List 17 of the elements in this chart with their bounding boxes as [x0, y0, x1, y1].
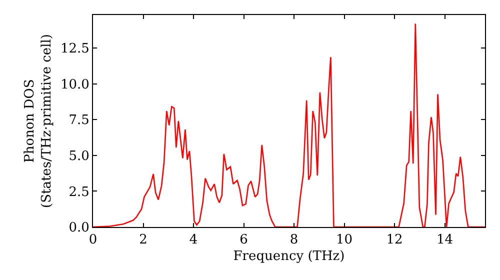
x-tick-label: 12 — [386, 232, 403, 248]
x-tick-label: 6 — [240, 232, 248, 248]
y-tick-label: 10.0 — [60, 77, 90, 92]
x-tick-label: 14 — [436, 232, 454, 248]
line-series — [93, 22, 485, 227]
y-tick-label: 0.0 — [68, 220, 90, 236]
x-tick-label: 8 — [290, 232, 298, 248]
x-tick-label: 10 — [336, 232, 353, 248]
y-tick-label: 12.5 — [60, 42, 90, 56]
y-tick-label: 2.5 — [68, 184, 90, 200]
y-tick-label: 7.5 — [68, 113, 90, 128]
x-tick-label: 0 — [88, 232, 98, 248]
y-tick-label: 5.0 — [68, 148, 90, 164]
y-axis-title: Phonon DOS (States/THz·primitive cell) — [22, 34, 54, 208]
x-tick-label: 2 — [139, 232, 148, 248]
x-tick-label: 4 — [189, 232, 198, 248]
x-axis-title: Frequency (THz) — [233, 249, 345, 264]
